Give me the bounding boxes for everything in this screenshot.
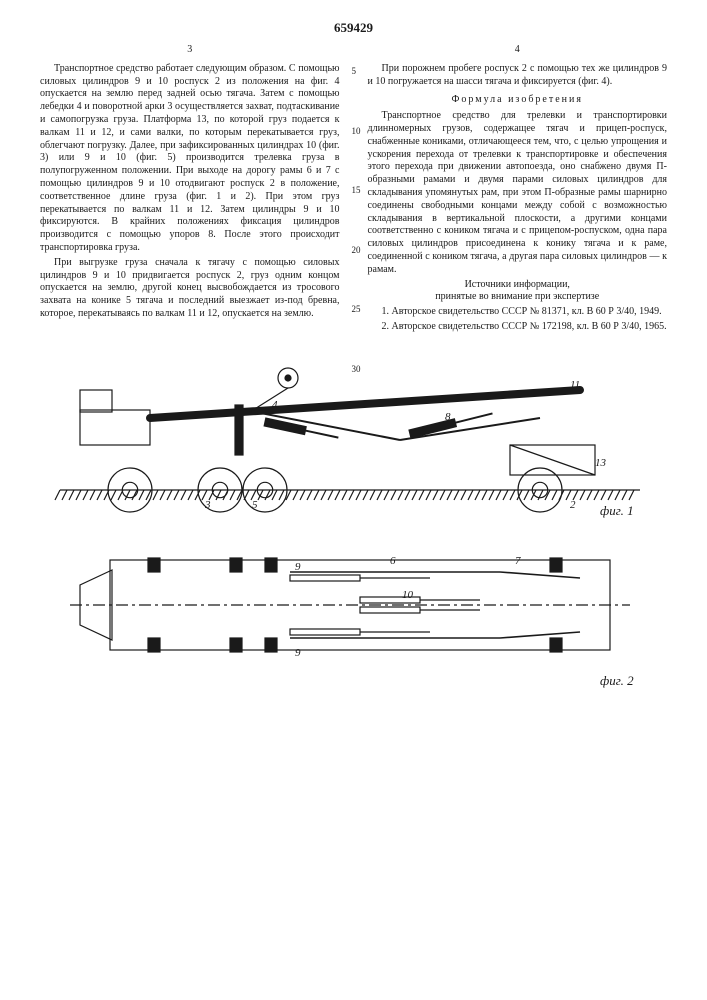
svg-text:4: 4	[272, 399, 278, 411]
svg-text:3: 3	[204, 499, 211, 511]
svg-text:9: 9	[295, 561, 301, 573]
source-item: 2. Авторское свидетельство СССР № 172198…	[368, 321, 668, 334]
line-marker: 30	[352, 364, 361, 376]
sources-heading: Источники информации, принятые во вниман…	[368, 279, 668, 305]
column-right: 5 10 15 20 25 30 4 При порожнем пробеге …	[368, 44, 668, 336]
line-marker: 15	[352, 185, 361, 197]
svg-text:10: 10	[402, 589, 414, 601]
page-number-right: 4	[368, 44, 668, 57]
line-number-gutter: 5 10 15 20 25 30	[352, 66, 361, 423]
svg-text:8: 8	[445, 411, 451, 423]
svg-text:фиг. 1: фиг. 1	[600, 503, 634, 518]
body-paragraph: При выгрузке груза сначала к тягачу с по…	[40, 257, 340, 321]
svg-text:2: 2	[570, 499, 576, 511]
svg-text:11: 11	[570, 379, 580, 391]
body-paragraph: При порожнем пробеге роспуск 2 с помощью…	[368, 63, 668, 89]
claim-text: Транспортное средство для трелевки и тра…	[368, 110, 668, 276]
svg-text:13: 13	[595, 457, 607, 469]
line-marker: 20	[352, 245, 361, 257]
patent-number: 659429	[40, 20, 667, 36]
svg-text:6: 6	[390, 555, 396, 567]
svg-text:9: 9	[295, 647, 301, 659]
line-marker: 10	[352, 126, 361, 138]
source-item: 1. Авторское свидетельство СССР № 81371,…	[368, 306, 668, 319]
line-marker: 5	[352, 66, 361, 78]
svg-text:фиг. 2: фиг. 2	[600, 673, 634, 688]
column-left: 3 Транспортное средство работает следующ…	[40, 44, 340, 336]
claims-heading: Формула изобретения	[368, 94, 668, 107]
svg-text:5: 5	[252, 499, 258, 511]
text-columns: 3 Транспортное средство работает следующ…	[40, 44, 667, 336]
page-number-left: 3	[40, 44, 340, 57]
svg-text:7: 7	[515, 555, 521, 567]
figure-2: 9 9 6 10 7 фиг. 2	[40, 520, 660, 690]
body-paragraph: Транспортное средство работает следующим…	[40, 63, 340, 255]
figure-1: 4 3 5 8 11 13 2 фиг. 1	[40, 350, 660, 520]
line-marker: 25	[352, 304, 361, 316]
